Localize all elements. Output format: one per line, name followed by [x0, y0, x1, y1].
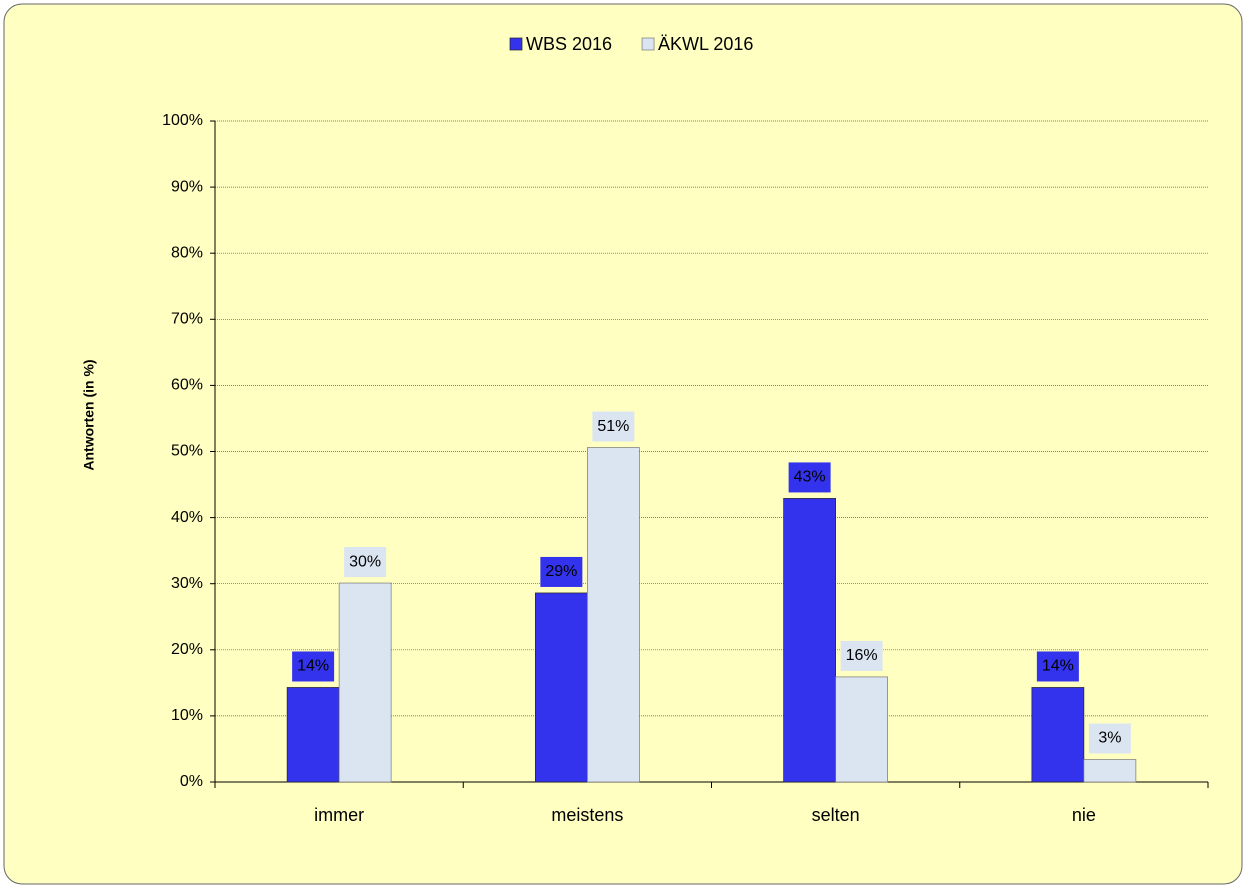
x-tick-label: immer — [314, 805, 364, 825]
bar — [1031, 687, 1085, 783]
data-label-box — [292, 651, 335, 682]
bar — [1083, 759, 1137, 783]
data-label: 43% — [794, 469, 826, 486]
y-tick-label: 40% — [171, 509, 203, 526]
legend-label: WBS 2016 — [526, 34, 612, 54]
data-label-box — [1088, 723, 1131, 754]
data-label: 3% — [1098, 730, 1121, 747]
data-label: 16% — [846, 647, 878, 664]
x-tick-label: selten — [812, 805, 860, 825]
data-label: 14% — [297, 658, 329, 675]
bar — [783, 498, 836, 783]
legend-swatch — [641, 37, 655, 51]
y-tick-label: 50% — [171, 443, 203, 460]
data-label: 29% — [545, 563, 577, 580]
y-tick-label: 90% — [171, 178, 203, 195]
y-tick-label: 100% — [162, 112, 203, 129]
bar — [587, 447, 640, 783]
y-tick-label: 0% — [180, 773, 203, 790]
bar — [835, 676, 888, 783]
y-tick-label: 20% — [171, 641, 203, 658]
bar — [535, 592, 588, 783]
legend-label: ÄKWL 2016 — [658, 34, 753, 54]
data-label: 51% — [597, 418, 629, 435]
x-tick-label: nie — [1072, 805, 1096, 825]
data-label-box — [592, 411, 635, 442]
data-label-box — [1036, 651, 1079, 682]
y-tick-label: 30% — [171, 575, 203, 592]
bar — [286, 687, 340, 783]
x-tick-label: meistens — [551, 805, 623, 825]
data-label: 30% — [349, 553, 381, 570]
y-tick-label: 10% — [171, 707, 203, 724]
y-axis-label: Antworten (in %) — [81, 359, 97, 470]
y-tick-label: 60% — [171, 377, 203, 394]
data-label-box — [344, 547, 387, 578]
data-label-box — [788, 462, 831, 493]
data-label-box — [540, 556, 583, 587]
bar — [338, 582, 392, 783]
y-tick-label: 70% — [171, 311, 203, 328]
data-label-box — [840, 640, 883, 671]
legend-swatch — [509, 37, 523, 51]
y-tick-label: 80% — [171, 244, 203, 261]
data-label: 14% — [1042, 658, 1074, 675]
